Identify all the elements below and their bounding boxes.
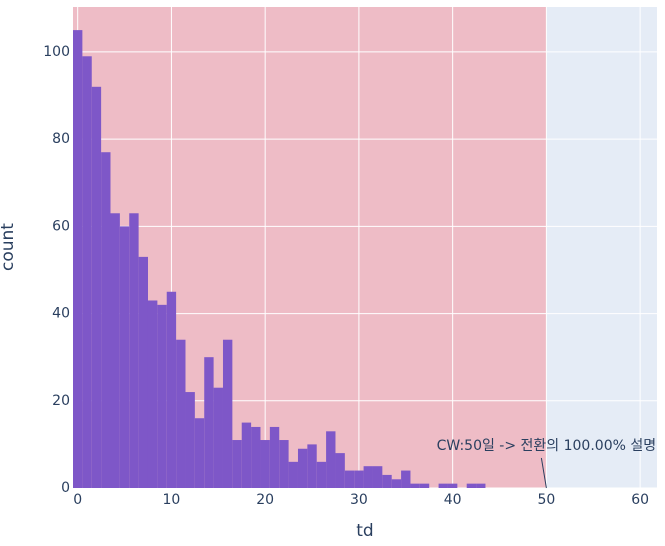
bar [447,483,458,488]
y-axis-title: count [0,223,18,271]
bar [297,448,308,488]
bar [185,392,195,488]
y-tick-label: 0 [61,480,70,496]
bar [401,470,411,488]
bar [129,213,139,488]
x-tick-label: 30 [350,492,368,508]
bar [410,483,420,488]
bar [176,339,186,488]
bar [419,483,430,488]
bar [288,461,298,488]
bar [269,426,280,488]
bar [307,444,317,488]
x-tick-label: 50 [537,492,555,508]
bar [147,300,158,488]
bar [391,479,402,488]
bar [204,357,214,488]
x-tick-label: 0 [73,492,82,508]
bar [222,339,233,488]
bar [119,226,130,488]
bar [363,466,373,488]
x-tick-label: 40 [444,492,462,508]
bar [382,474,392,488]
bar [279,440,289,488]
bar [260,440,270,488]
bar [110,213,120,488]
bar [354,470,364,488]
bar [344,470,355,488]
x-tick-label: 10 [163,492,181,508]
bar [241,422,252,488]
x-axis-title: td [356,521,373,541]
bar [101,152,111,489]
x-tick-label: 60 [631,492,649,508]
bar [91,86,102,489]
y-tick-label: 80 [52,131,70,147]
y-tick-label: 40 [52,306,70,322]
annotation-arrow [540,457,547,489]
y-tick-label: 60 [52,218,70,234]
bar [213,387,223,488]
bar [157,304,167,488]
bar [251,426,261,488]
bar [326,431,336,488]
bar [73,30,83,488]
bar [316,461,327,488]
x-tick-label: 20 [256,492,274,508]
bar [166,291,177,488]
bar [138,256,148,488]
bar [372,466,383,488]
y-tick-label: 20 [52,393,70,409]
bar [335,453,345,488]
bar [82,56,92,488]
bar [476,483,486,488]
bar [232,440,242,488]
y-tick-label: 100 [43,44,70,60]
bar [194,418,205,488]
bar [438,483,448,488]
annotation: CW:50일 -> 전환의 100.00% 설명 [437,438,656,454]
bar [466,483,477,488]
